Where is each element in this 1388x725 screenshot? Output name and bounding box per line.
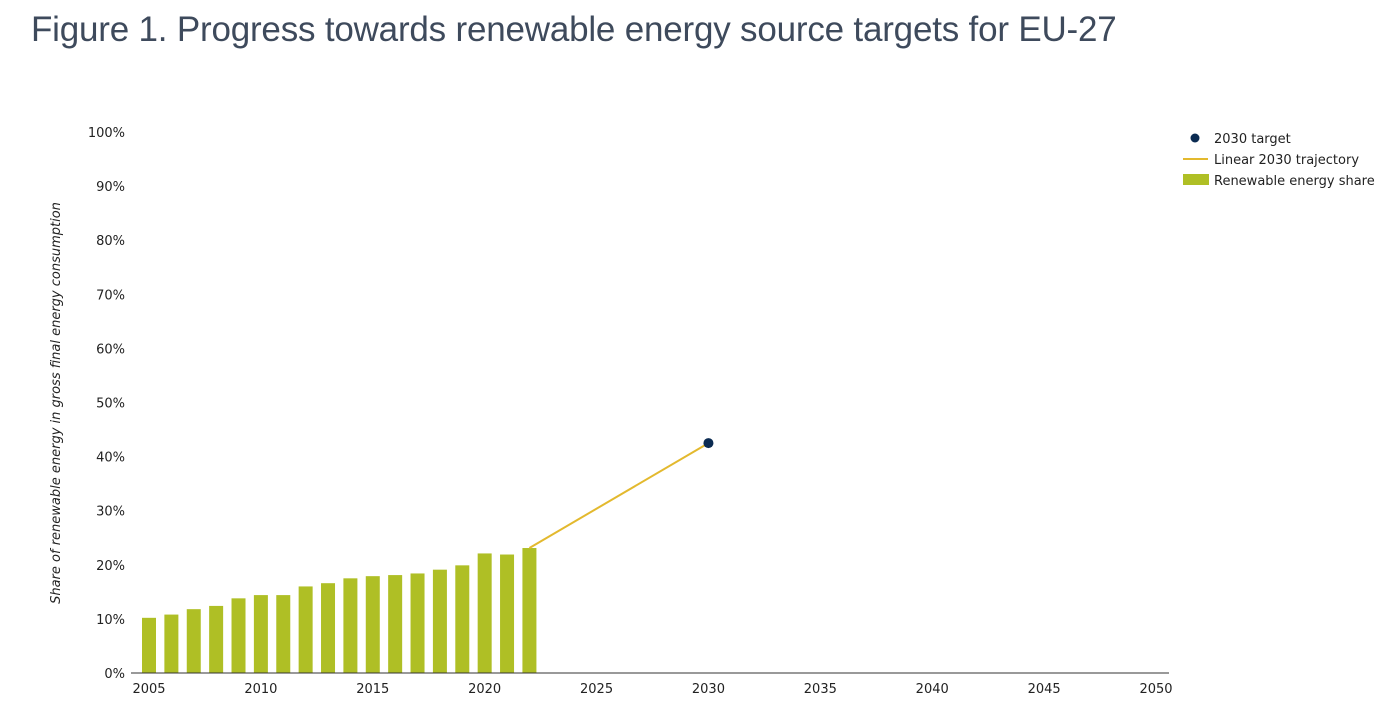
bar-2007: [186, 609, 201, 673]
bar-2006: [164, 614, 179, 673]
y-tick-label: 90%: [96, 180, 125, 195]
bar-2015: [365, 576, 380, 673]
bar-2014: [343, 578, 358, 673]
bar-2022: [522, 548, 537, 673]
y-tick-label: 10%: [96, 613, 125, 628]
bar-2010: [253, 595, 268, 673]
legend-bar-marker: [1183, 174, 1209, 185]
target-point-2030: [703, 438, 714, 449]
bar-2008: [209, 605, 224, 673]
legend-label-trajectory: Linear 2030 trajectory: [1214, 153, 1359, 168]
page-title: Figure 1. Progress towards renewable ene…: [31, 10, 1117, 49]
y-axis-title: Share of renewable energy in gross final…: [49, 202, 64, 604]
x-tick-label: 2035: [804, 682, 837, 697]
x-tick-label: 2010: [244, 682, 277, 697]
bar-2020: [477, 553, 492, 673]
bar-2017: [410, 573, 425, 673]
y-axis-ticks: 0% 10% 20% 30% 40% 50% 60% 70% 80% 90% 100%: [88, 126, 125, 682]
bar-2016: [388, 575, 403, 673]
y-tick-label: 20%: [96, 559, 125, 574]
renewable-share-bars: [142, 548, 537, 673]
y-tick-label: 30%: [96, 505, 125, 520]
bar-2012: [298, 586, 313, 673]
bar-2013: [321, 583, 336, 673]
legend: 2030 target Linear 2030 trajectory Renew…: [1183, 132, 1375, 189]
x-tick-label: 2040: [916, 682, 949, 697]
target-points: [703, 438, 714, 449]
bar-2011: [276, 595, 291, 673]
bar-2019: [455, 565, 470, 673]
bar-2009: [231, 598, 246, 673]
x-tick-label: 2005: [132, 682, 165, 697]
x-tick-label: 2020: [468, 682, 501, 697]
bar-2021: [500, 554, 515, 673]
y-tick-label: 100%: [88, 126, 125, 141]
trajectory-line: [528, 442, 709, 549]
x-axis-ticks: 2005 2010 2015 2020 2025 2030 2035 2040 2045 2050: [132, 682, 1172, 697]
y-tick-label: 80%: [96, 234, 125, 249]
trajectory-lines: [528, 442, 709, 549]
y-axis-title-group: Share of renewable energy in gross final…: [49, 202, 64, 604]
y-tick-label: 60%: [96, 342, 125, 357]
x-tick-label: 2025: [580, 682, 613, 697]
bar-2018: [432, 569, 447, 673]
x-tick-label: 2050: [1139, 682, 1172, 697]
x-tick-label: 2045: [1028, 682, 1061, 697]
legend-target-marker: [1190, 133, 1200, 143]
legend-label-target: 2030 target: [1214, 132, 1291, 147]
y-tick-label: 70%: [96, 288, 125, 303]
y-tick-label: 40%: [96, 451, 125, 466]
bar-2005: [142, 617, 156, 673]
x-tick-label: 2015: [356, 682, 389, 697]
y-tick-label: 50%: [96, 397, 125, 412]
x-tick-label: 2030: [692, 682, 725, 697]
legend-label-bars: Renewable energy share: [1214, 174, 1375, 189]
y-tick-label: 0%: [104, 667, 125, 682]
